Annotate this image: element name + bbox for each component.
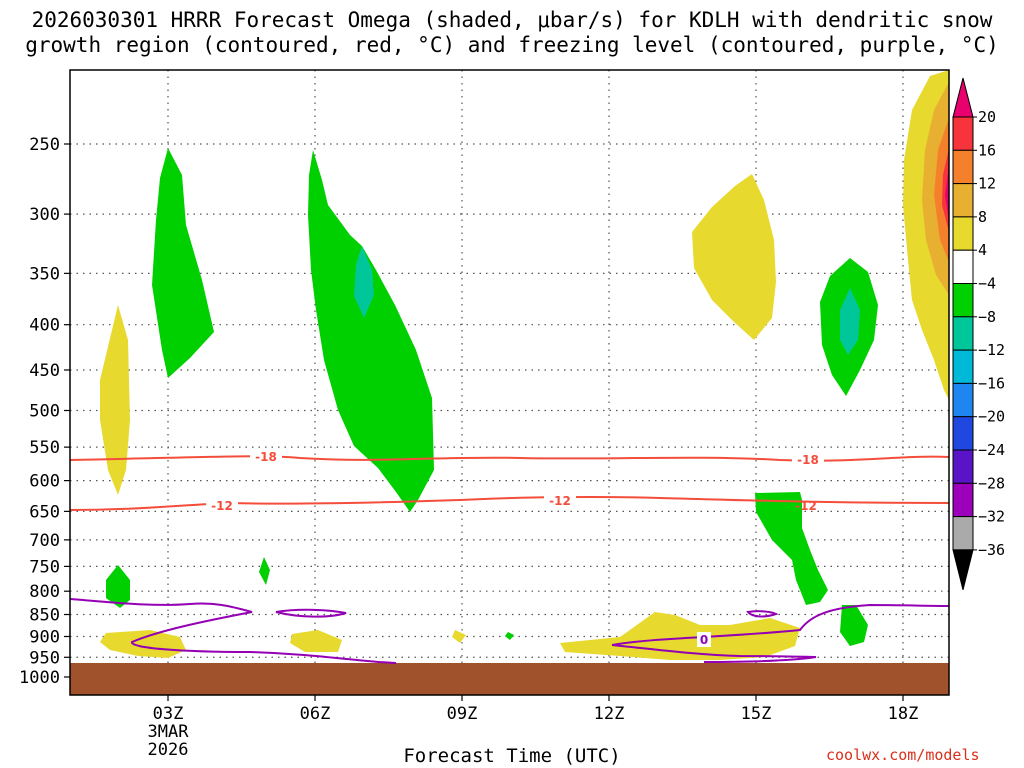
colorbar-swatch <box>952 416 974 451</box>
colorbar-tick-label: −32 <box>978 508 1005 526</box>
colorbar-tick-label: −16 <box>978 374 1005 392</box>
omega-region <box>259 557 270 585</box>
y-tick-label: 250 <box>29 135 60 155</box>
colorbar-tick-label: 12 <box>978 175 996 193</box>
contour-label: -12 <box>795 499 817 513</box>
y-tick-label: 650 <box>29 502 60 522</box>
colorbar-tick-label: −12 <box>978 341 1005 359</box>
colorbar-swatch <box>952 349 974 384</box>
omega-region <box>942 148 949 232</box>
y-tick-label: 1000 <box>19 668 60 688</box>
x-axis-label: Forecast Time (UTC) <box>403 745 621 767</box>
colorbar-bottom-arrow <box>952 549 974 591</box>
omega-region <box>100 630 186 658</box>
y-tick-label: 700 <box>29 531 60 551</box>
contour-label: -18 <box>255 450 277 464</box>
contour-label: -12 <box>549 494 571 508</box>
x-tick-label: 18Z <box>888 704 919 724</box>
omega-region <box>560 612 800 660</box>
colorbar-tick-label: 8 <box>978 208 987 226</box>
credit-text: coolwx.com/models <box>826 746 980 764</box>
chart-title-line-1: 2026030301 HRRR Forecast Omega (shaded, … <box>31 8 993 32</box>
colorbar-tick-label: −8 <box>978 308 996 326</box>
colorbar-swatch <box>952 116 974 151</box>
colorbar-tick-label: 20 <box>978 108 996 126</box>
y-tick-label: 550 <box>29 438 60 458</box>
colorbar-tick-label: −24 <box>978 441 1005 459</box>
contour-line-0 <box>746 610 779 618</box>
contour-line-0 <box>611 644 817 663</box>
y-tick-label: 300 <box>29 205 60 225</box>
y-tick-label: 800 <box>29 582 60 602</box>
contour-label: -18 <box>797 453 819 467</box>
omega-region <box>290 630 342 652</box>
colorbar-swatch <box>952 516 974 551</box>
colorbar-top-arrow <box>952 77 974 118</box>
omega-region <box>692 174 776 340</box>
omega-shading <box>100 70 949 660</box>
colorbar-swatch <box>952 482 974 518</box>
x-date-label: 2026 <box>148 740 189 760</box>
contour-labels: -18 -18 -12 -12 -12 0 <box>206 449 824 647</box>
y-tick-label: 400 <box>29 316 60 336</box>
omega-region <box>106 565 130 608</box>
omega-region <box>100 305 130 495</box>
omega-region <box>308 150 434 512</box>
omega-region <box>840 288 860 355</box>
omega-region <box>152 148 214 378</box>
x-tick-label: 09Z <box>447 704 478 724</box>
omega-region <box>452 630 466 643</box>
omega-region <box>354 246 374 318</box>
ground <box>70 663 949 695</box>
omega-region <box>945 165 949 222</box>
contour-line-0 <box>611 603 950 646</box>
omega-region <box>840 605 868 646</box>
omega-region <box>934 118 949 262</box>
omega-region <box>755 492 828 605</box>
colorbar-tick-label: −28 <box>978 474 1005 492</box>
x-tick-label: 12Z <box>594 704 625 724</box>
colorbar-swatch <box>952 249 974 284</box>
x-tick-label: 15Z <box>741 704 772 724</box>
temperature-contours <box>69 455 950 664</box>
contour-label: -12 <box>211 499 233 513</box>
contour-line-0 <box>69 598 397 664</box>
chart-title-line-2: growth region (contoured, red, °C) and f… <box>25 33 999 57</box>
omega-region <box>505 632 514 640</box>
contour-line-0 <box>275 608 347 618</box>
y-tick-label: 500 <box>29 402 60 422</box>
contour-line-minus-18 <box>69 455 950 462</box>
colorbar-swatch <box>952 149 974 185</box>
colorbar-swatch <box>952 216 974 251</box>
plot-border <box>69 69 950 696</box>
y-tick-label: 900 <box>29 627 60 647</box>
colorbar-tick-label: 16 <box>978 141 996 159</box>
x-tick-label: 03Z <box>153 704 184 724</box>
y-axis: 2503003504004505005506006507007508008509… <box>19 135 70 688</box>
colorbar-swatch <box>952 283 974 318</box>
y-tick-label: 850 <box>29 606 60 626</box>
y-tick-label: 350 <box>29 264 60 284</box>
colorbar-swatch <box>952 382 974 418</box>
y-tick-label: 950 <box>29 648 60 668</box>
x-tick-label: 06Z <box>300 704 331 724</box>
colorbar: 20 16 12 8 4 −4 −8 −12 −16 −20 −24 −28 −32 −36 <box>952 77 1005 591</box>
colorbar-swatch <box>952 449 974 484</box>
y-tick-label: 600 <box>29 472 60 492</box>
colorbar-swatch <box>952 183 974 218</box>
y-tick-label: 750 <box>29 557 60 577</box>
colorbar-tick-label: −20 <box>978 408 1005 426</box>
x-date-label: 3MAR <box>148 722 190 742</box>
contour-line-minus-12 <box>69 495 950 511</box>
colorbar-swatch <box>952 316 974 351</box>
colorbar-tick-label: −4 <box>978 275 996 293</box>
contour-label: 0 <box>700 633 708 647</box>
colorbar-tick-label: 4 <box>978 241 987 259</box>
y-tick-label: 450 <box>29 361 60 381</box>
colorbar-tick-label: −36 <box>978 541 1005 559</box>
